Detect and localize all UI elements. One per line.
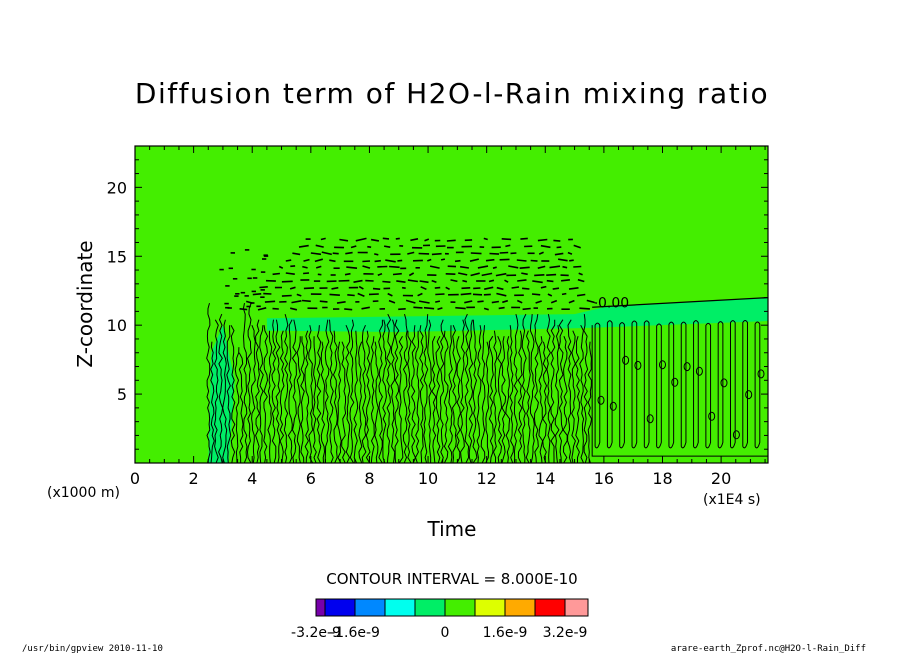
near-zero-column	[208, 325, 235, 463]
upper-contour-streaks	[219, 237, 598, 311]
colorbar-labels: -3.2e-9-1.6e-9 0 1.6e-9 3.2e-9	[291, 625, 587, 641]
x-tick-label: 12	[476, 469, 496, 488]
footer-right-text: arare-earth_Zprof.nc@H2O-l-Rain_Diff	[671, 644, 866, 654]
contour-interval-text: CONTOUR INTERVAL = 8.000E-10	[326, 570, 577, 588]
colorbar-label: -1.6e-9	[330, 625, 380, 641]
colorbar-swatch	[384, 598, 416, 617]
contour-lines	[206, 302, 593, 463]
x-tick-label: 16	[594, 469, 614, 488]
colorbar-swatch	[324, 598, 356, 617]
zero-contour-line	[592, 296, 768, 308]
y-ticks: 5 10 15 20	[107, 159, 768, 450]
colorbar-swatch	[444, 598, 476, 617]
y-axis-label: Z-coordinate	[73, 240, 97, 367]
x-tick-label: 18	[652, 469, 672, 488]
plot-area: 0.00	[134, 145, 769, 464]
y-tick-label: 15	[107, 247, 127, 266]
x-axis-label: Time	[427, 517, 477, 541]
footer-left-text: /usr/bin/gpview 2010-11-10	[22, 644, 163, 654]
colorbar-label: -3.2e-9	[291, 625, 341, 641]
colorbar-swatch	[474, 598, 506, 617]
colorbar-swatch	[315, 598, 326, 617]
y-unit-label: (x1000 m)	[47, 485, 120, 501]
near-zero-band	[266, 297, 768, 333]
colorbar-label: 3.2e-9	[543, 625, 588, 641]
y-tick-label: 10	[107, 316, 127, 335]
colorbar-swatch	[354, 598, 386, 617]
x-tick-label: 6	[306, 469, 316, 488]
x-unit-label: (x1E4 s)	[703, 492, 761, 508]
x-tick-label: 0	[130, 469, 140, 488]
x-tick-label: 20	[711, 469, 731, 488]
contour-field: 0.00	[206, 237, 768, 463]
contour-label-zero: 0.00	[598, 295, 629, 311]
right-loop-contours	[591, 320, 768, 457]
y-tick-label: 20	[107, 178, 127, 197]
plot-frame	[134, 145, 769, 464]
y-tick-label: 5	[117, 385, 127, 404]
colorbar-label: 0	[441, 625, 450, 641]
colorbar-swatch	[534, 598, 566, 617]
colorbar-swatch	[504, 598, 536, 617]
chart-title: Diffusion term of H2O-l-Rain mixing rati…	[135, 77, 769, 110]
colorbar-label: 1.6e-9	[483, 625, 528, 641]
colorbar	[315, 598, 589, 617]
x-tick-label: 2	[189, 469, 199, 488]
colorbar-swatch	[414, 598, 446, 617]
x-tick-label: 10	[418, 469, 438, 488]
x-tick-label: 8	[364, 469, 374, 488]
x-tick-label: 4	[247, 469, 257, 488]
colorbar-swatch	[564, 598, 589, 617]
x-tick-label: 14	[535, 469, 555, 488]
x-ticks: 0 2 4 6 8 10 12 14 16 18 20	[130, 146, 766, 488]
